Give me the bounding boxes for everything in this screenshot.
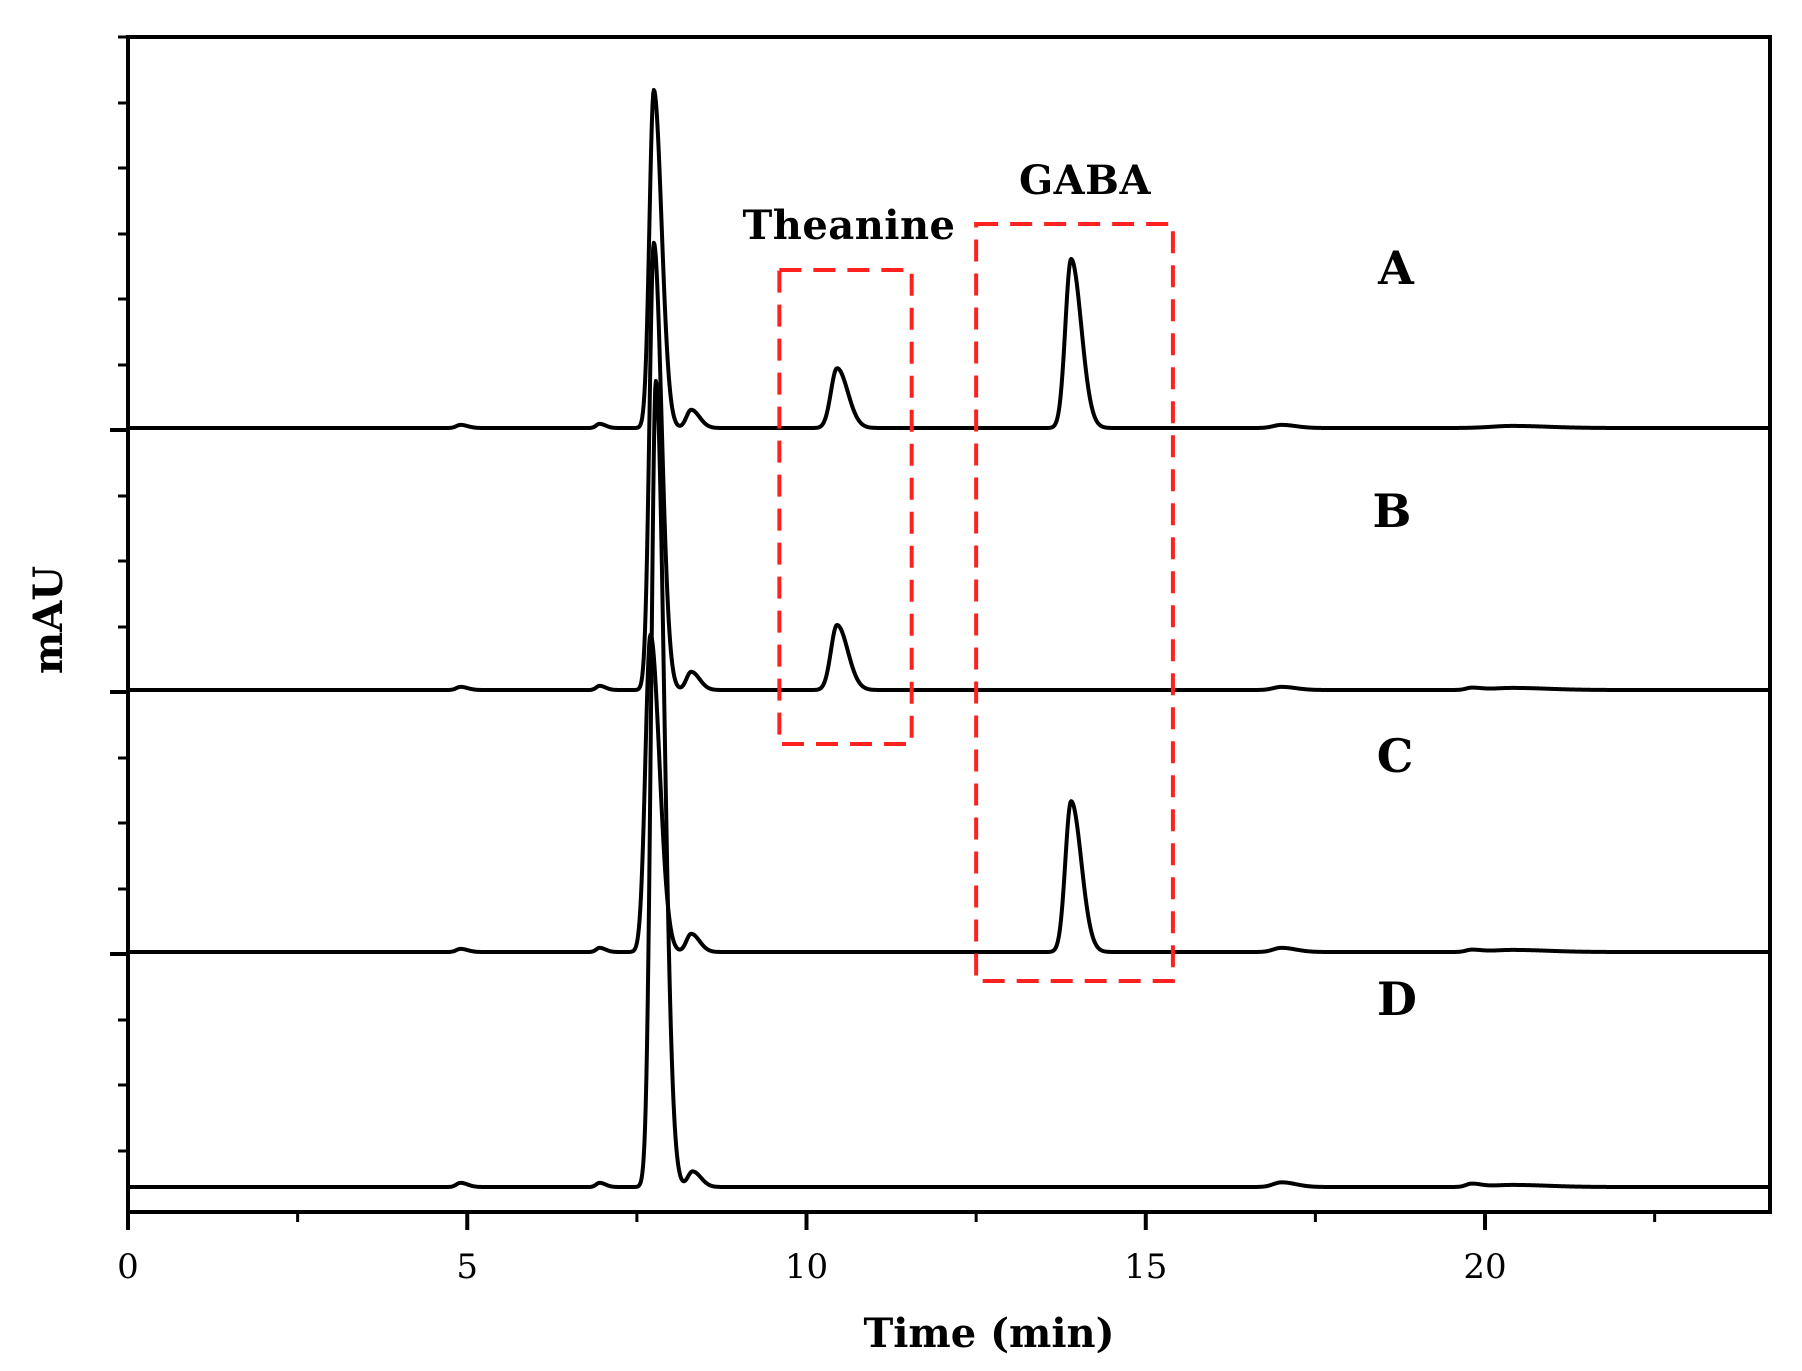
y-axis-ticks [110,35,128,1153]
x-axis-ticks: 0 5 10 15 20 [117,1212,1657,1287]
x-axis-label: Time (min) [863,1310,1114,1357]
trace-c [126,632,1772,954]
highlight-box-group [777,222,1175,983]
gaba-highlight-box [974,222,1175,983]
label-group: Theanine GABA A B C D [742,157,1416,1026]
x-tick-label-0: 0 [117,1247,139,1287]
x-tick-label-5: 5 [456,1247,478,1287]
trace-b [126,240,1772,692]
gaba-label: GABA [1019,157,1152,204]
x-tick-label-10: 10 [785,1247,828,1287]
trace-d [126,379,1772,1189]
theanine-highlight-box [777,268,914,746]
trace-a [126,88,1772,430]
y-axis-label: mAU [25,566,72,674]
plot-border [126,35,1772,1214]
trace-label-a: A [1377,241,1415,295]
trace-label-c: C [1377,729,1414,783]
trace-label-d: D [1377,972,1417,1026]
trace-group [126,88,1772,1189]
plot-frame [126,35,1772,1214]
theanine-label: Theanine [742,202,955,249]
x-tick-label-20: 20 [1463,1247,1506,1287]
trace-label-b: B [1373,484,1412,538]
x-tick-label-15: 15 [1124,1247,1167,1287]
